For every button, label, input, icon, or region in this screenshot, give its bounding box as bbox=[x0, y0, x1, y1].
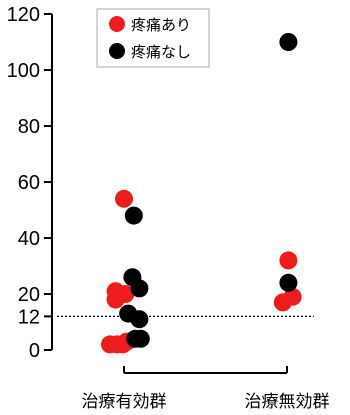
data-point bbox=[279, 273, 298, 292]
data-point bbox=[130, 310, 149, 329]
x-category-label: 治療無効群 bbox=[245, 392, 330, 412]
data-point bbox=[279, 33, 298, 51]
y-tick-label: 20 bbox=[18, 284, 40, 306]
x-category-label: 治療有効群 bbox=[82, 392, 167, 412]
data-point bbox=[131, 329, 150, 348]
data-point bbox=[279, 251, 298, 270]
data-points bbox=[101, 33, 302, 354]
legend-marker bbox=[109, 43, 125, 59]
y-tick-label: 40 bbox=[18, 228, 40, 250]
y-tick-label: 100 bbox=[7, 60, 40, 82]
legend-marker bbox=[109, 16, 125, 32]
data-point bbox=[124, 206, 143, 225]
data-point bbox=[130, 279, 149, 298]
y-tick-label: 60 bbox=[18, 172, 40, 194]
y-tick-label: 0 bbox=[29, 340, 40, 362]
data-point bbox=[273, 293, 292, 312]
y-tick-label: 12 bbox=[18, 306, 40, 328]
legend-entry-label: 疼痛あり bbox=[131, 16, 191, 34]
data-point bbox=[115, 189, 133, 208]
y-tick-label: 80 bbox=[18, 116, 40, 138]
y-tick-label: 120 bbox=[7, 4, 40, 26]
data-point bbox=[106, 290, 125, 309]
legend-entry-label: 疼痛なし bbox=[131, 43, 191, 61]
